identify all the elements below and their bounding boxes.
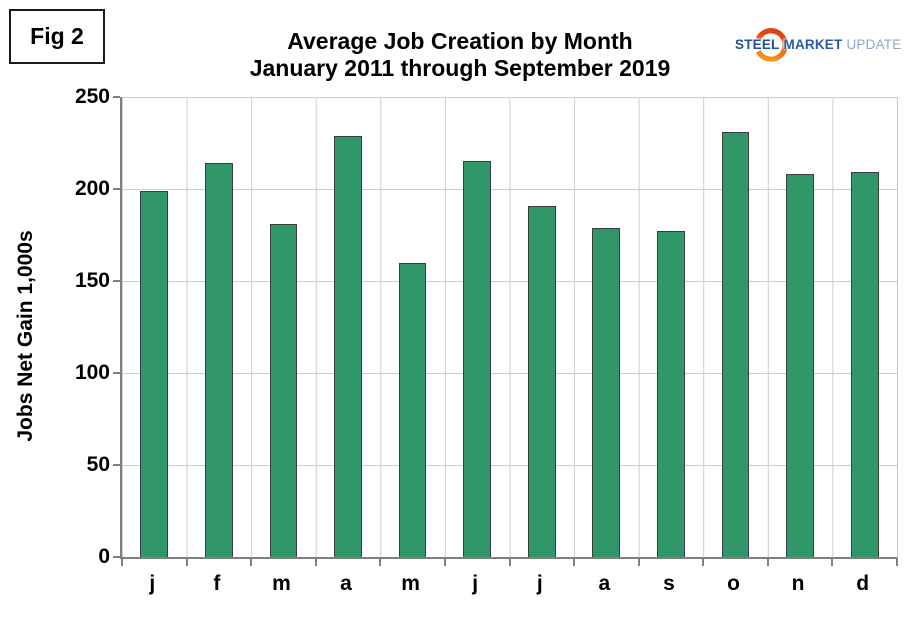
- bar-column: [187, 97, 252, 557]
- bar-o-10: [721, 131, 750, 557]
- x-tick-mark: [702, 559, 705, 566]
- y-tick-mark: [113, 188, 120, 190]
- x-tick-label: d: [856, 572, 870, 595]
- y-tick-label: 150: [74, 269, 110, 292]
- x-tick-mark: [379, 559, 382, 566]
- x-tick-label: f: [213, 572, 221, 595]
- bar-j-7: [527, 205, 556, 557]
- bar-j-6: [463, 161, 492, 557]
- bar-column: [122, 97, 187, 557]
- x-tick-mark: [443, 559, 446, 566]
- x-tick-mark: [508, 559, 511, 566]
- logo-word-update: UPDATE: [846, 37, 902, 52]
- x-tick-mark: [314, 559, 317, 566]
- bar-column: [832, 97, 897, 557]
- y-tick-label: 100: [74, 361, 110, 384]
- x-tick-label: j: [472, 572, 479, 595]
- bar-column: [768, 97, 833, 557]
- logo-word-market: MARKET: [783, 37, 843, 52]
- y-tick-mark: [113, 556, 120, 558]
- figure-label-box: Fig 2: [9, 9, 105, 64]
- bar-n-11: [786, 174, 814, 557]
- x-tick-mark: [250, 559, 253, 566]
- x-tick-label: j: [536, 572, 543, 595]
- bar-column: [380, 97, 445, 557]
- logo-word-steel: STEEL: [735, 37, 780, 52]
- x-tick-label: s: [663, 572, 675, 595]
- x-tick-label: o: [727, 572, 740, 595]
- bar-m-5: [398, 262, 427, 557]
- bar-column: [574, 97, 639, 557]
- x-tick-mark: [573, 559, 576, 566]
- bar-a-8: [592, 227, 621, 557]
- smu-logo: STEEL MARKET UPDATE: [735, 24, 907, 66]
- plot-area: [113, 96, 898, 566]
- x-tick-mark: [896, 559, 898, 566]
- figure-label: Fig 2: [30, 23, 84, 49]
- x-tick-mark: [831, 559, 834, 566]
- bar-d-12: [850, 172, 879, 557]
- bar-column: [509, 97, 574, 557]
- y-tick-mark: [113, 280, 120, 282]
- x-tick-label: a: [598, 572, 611, 595]
- bar-a-4: [334, 135, 362, 557]
- bar-column: [251, 97, 316, 557]
- y-tick-label: 0: [98, 545, 110, 568]
- chart-subtitle: January 2011 through September 2019: [249, 55, 671, 81]
- bar-column: [316, 97, 381, 557]
- x-tick-label: a: [340, 572, 352, 595]
- y-tick-mark: [113, 464, 120, 466]
- chart-title: Average Job Creation by Month: [287, 28, 633, 54]
- bar-column: [639, 97, 704, 557]
- bar-column: [703, 97, 768, 557]
- logo-text: STEEL MARKET UPDATE: [735, 37, 907, 52]
- x-tick-mark: [185, 559, 188, 566]
- y-tick-label: 200: [74, 177, 110, 200]
- y-tick-mark: [113, 372, 120, 374]
- y-tick-label: 250: [74, 85, 110, 108]
- x-tick-mark: [637, 559, 640, 566]
- x-tick-label: n: [791, 572, 805, 595]
- bar-j-1: [140, 190, 169, 557]
- x-tick-mark: [766, 559, 769, 566]
- logo-crescent-icon: [754, 28, 788, 62]
- chart-title-block: Average Job Creation by Month January 20…: [60, 28, 860, 82]
- bar-f-2: [204, 163, 233, 557]
- y-tick-mark: [113, 96, 120, 98]
- bar-s-9: [657, 231, 685, 557]
- bar-column: [445, 97, 510, 557]
- y-tick-label: 50: [86, 453, 110, 476]
- x-tick-label: j: [149, 572, 156, 595]
- y-axis-tick-labels: 0 50 100 150 200 250: [0, 85, 110, 568]
- x-tick-label: m: [272, 572, 291, 595]
- x-tick-mark: [121, 559, 123, 566]
- bar-m-3: [269, 223, 298, 557]
- x-tick-label: m: [401, 572, 420, 595]
